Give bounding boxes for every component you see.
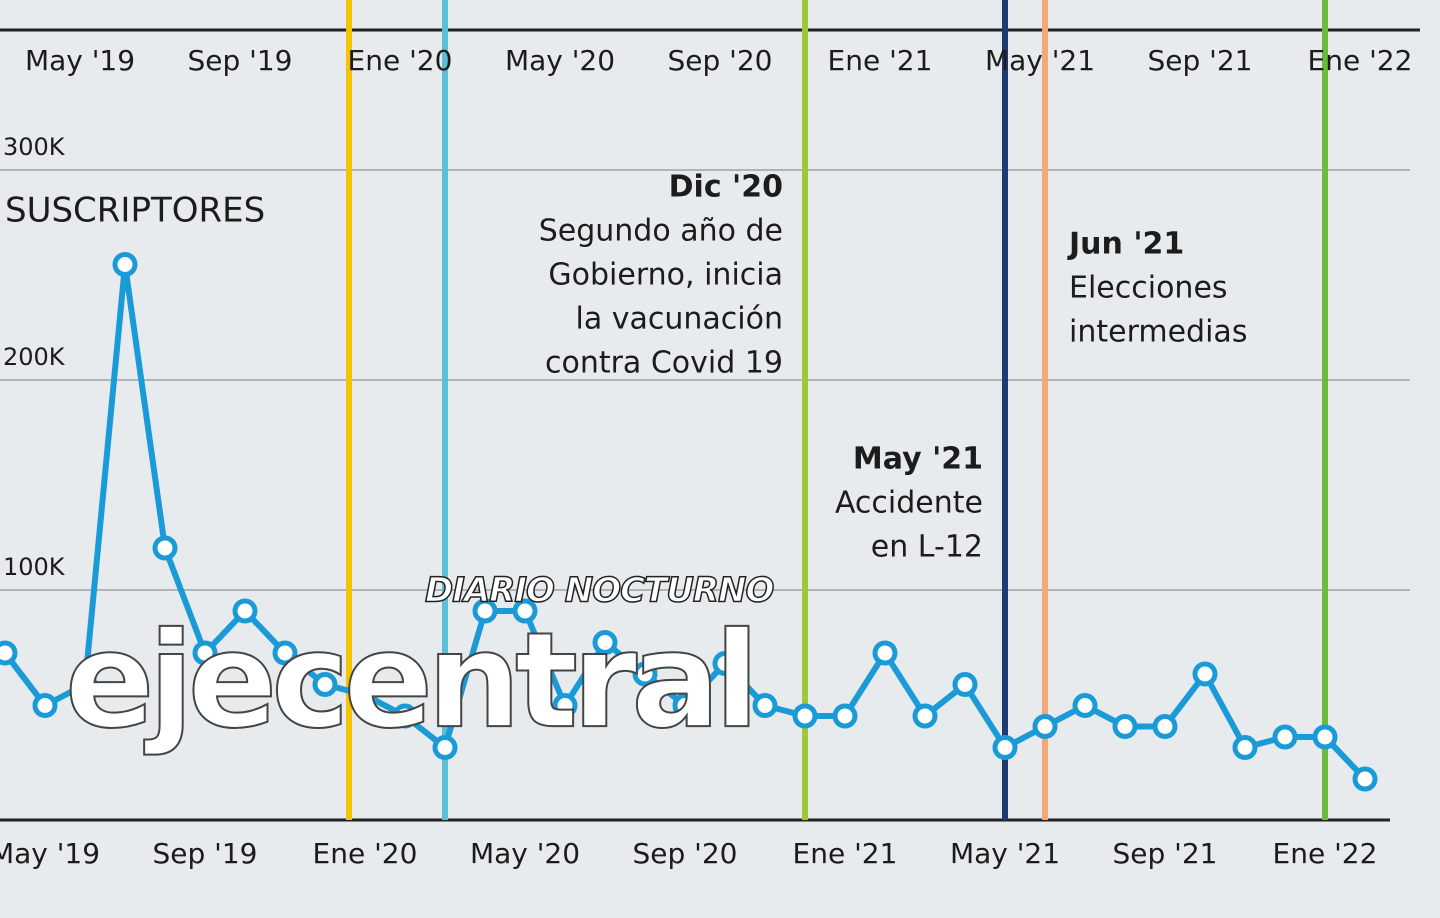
watermark: DIARIO NOCTURNO ejecentral <box>64 570 775 759</box>
watermark-brand: ejecentral <box>65 604 754 758</box>
x-tick-label-top: Ene '20 <box>348 44 453 77</box>
y-axis-label: SUSCRIPTORES <box>5 191 265 231</box>
point-marker <box>0 640 18 666</box>
y-tick-label: 300K <box>3 133 66 161</box>
y-tick-label: 200K <box>3 343 66 371</box>
event-text: en L-12 <box>871 530 983 565</box>
point-marker <box>1152 714 1178 739</box>
x-tick-label-top: Sep '21 <box>1148 44 1253 77</box>
point-marker <box>752 693 778 718</box>
point-marker <box>832 703 858 729</box>
point-marker <box>472 598 498 624</box>
event-title: Jun '21 <box>1067 227 1184 262</box>
point-marker <box>112 252 138 277</box>
point-marker <box>392 703 418 729</box>
event-title: May '21 <box>853 442 983 477</box>
point-marker <box>672 693 698 718</box>
event-text: la vacunación <box>576 302 784 337</box>
x-tick-label: Sep '21 <box>1113 837 1218 870</box>
point-marker <box>352 682 378 708</box>
x-tick-label: Ene '21 <box>793 837 898 870</box>
point-marker <box>992 735 1018 760</box>
point-marker <box>592 630 618 655</box>
point-marker <box>152 535 178 561</box>
point-marker <box>1312 724 1338 750</box>
x-tick-label-top: Sep '19 <box>188 44 293 77</box>
point-marker <box>1272 724 1298 750</box>
point-marker <box>872 640 898 666</box>
point-marker <box>1032 714 1058 739</box>
point-marker <box>712 651 738 676</box>
x-tick-label: Ene '22 <box>1273 837 1378 870</box>
point-marker <box>1112 714 1138 739</box>
event-text: Accidente <box>835 486 983 521</box>
point-marker <box>72 672 98 697</box>
point-marker <box>192 640 218 666</box>
point-marker <box>1232 735 1258 760</box>
point-marker <box>1352 766 1378 792</box>
point-marker <box>552 693 578 718</box>
event-text: Segundo año de <box>539 214 783 249</box>
y-tick-label: 100K <box>3 553 66 581</box>
point-marker <box>792 703 818 729</box>
x-tick-label-top: May '19 <box>25 44 135 77</box>
x-tick-label: May '19 <box>0 837 100 870</box>
point-marker <box>512 598 538 624</box>
x-tick-label-top: Sep '20 <box>668 44 773 77</box>
x-tick-label: Ene '20 <box>313 837 418 870</box>
point-marker <box>1192 661 1218 687</box>
x-tick-label-top: Ene '22 <box>1308 44 1413 77</box>
x-tick-label-top: Ene '21 <box>828 44 933 77</box>
x-tick-label: May '21 <box>950 837 1060 870</box>
point-marker <box>272 640 298 666</box>
event-text: contra Covid 19 <box>545 346 783 381</box>
point-marker <box>632 661 658 687</box>
event-text: Gobierno, inicia <box>548 258 783 293</box>
x-tick-label-top: May '21 <box>985 44 1095 77</box>
watermark-kicker: DIARIO NOCTURNO <box>425 571 774 611</box>
event-title: Dic '20 <box>669 170 783 205</box>
point-marker <box>312 672 338 697</box>
point-marker <box>432 735 458 760</box>
point-marker <box>1072 693 1098 718</box>
point-marker <box>232 598 258 624</box>
x-tick-label: Sep '19 <box>153 837 258 870</box>
event-text: Elecciones <box>1069 271 1228 306</box>
x-tick-label: Sep '20 <box>633 837 738 870</box>
point-marker <box>952 672 978 697</box>
event-text: intermedias <box>1069 315 1247 350</box>
point-marker <box>32 693 58 718</box>
x-tick-label-top: May '20 <box>505 44 615 77</box>
point-marker <box>912 703 938 729</box>
x-tick-label: May '20 <box>470 837 580 870</box>
